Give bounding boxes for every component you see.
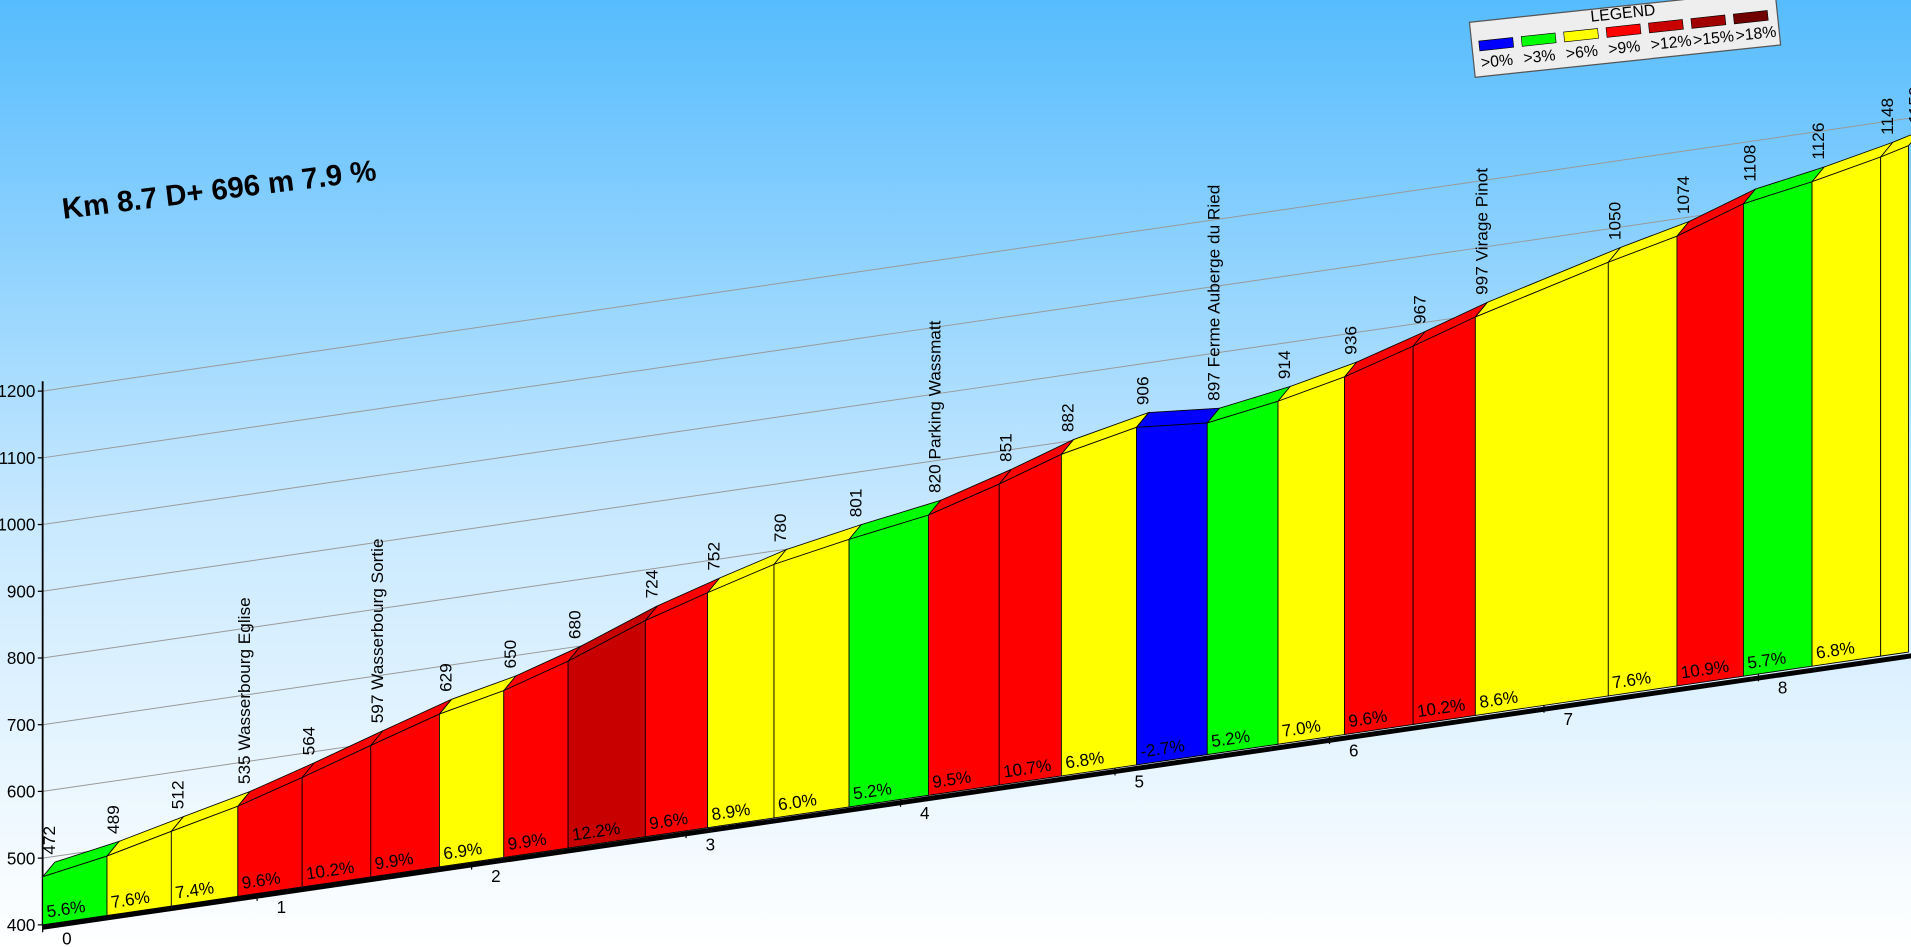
x-tick-label: 5 <box>1135 772 1144 792</box>
segment <box>644 592 708 838</box>
altitude-label: 472 <box>39 826 59 855</box>
altitude-label: 650 <box>500 640 520 669</box>
altitude-label: 1050 <box>1605 202 1625 240</box>
altitude-label: 724 <box>642 569 662 598</box>
altitude-label: 535 Wasserbourg Eglise <box>234 597 254 784</box>
altitude-label: 897 Ferme Auberge du Ried <box>1203 185 1223 401</box>
legend-label: >12% <box>1650 33 1692 54</box>
legend-swatch <box>1520 32 1557 47</box>
legend-label: >18% <box>1735 24 1777 45</box>
y-tick-label: 800 <box>7 648 35 668</box>
altitude-label: 629 <box>436 663 456 692</box>
segment <box>998 453 1062 786</box>
segment <box>1136 422 1208 766</box>
grid-line <box>42 117 1909 392</box>
altitude-label: 851 <box>995 433 1015 462</box>
legend-swatch <box>1478 37 1515 52</box>
segment <box>707 563 775 829</box>
altitude-label: 1074 <box>1673 175 1693 214</box>
segment <box>1607 235 1678 697</box>
legend-swatch <box>1732 10 1769 25</box>
legend-title: LEGEND <box>1590 2 1657 26</box>
altitude-label: 564 <box>298 726 318 755</box>
x-axis <box>42 653 1911 930</box>
y-tick-label: 1200 <box>0 381 35 401</box>
altitude-label: 1108 <box>1740 145 1760 182</box>
legend-swatch <box>1605 23 1642 38</box>
altitude-label: 914 <box>1274 350 1294 379</box>
altitude-label: 1126 <box>1808 123 1828 160</box>
y-tick-label: 700 <box>7 715 35 735</box>
altitude-label: 1148 <box>1877 98 1897 135</box>
segment <box>1060 426 1137 777</box>
legend: LEGEND >0% >3% >6% >9% >12% >15% >18% <box>1468 0 1782 79</box>
y-tick-label: 1000 <box>0 515 35 535</box>
legend-label: >3% <box>1523 47 1557 67</box>
x-tick-label: 8 <box>1778 678 1787 698</box>
segment <box>1344 345 1414 735</box>
x-tick-label: 4 <box>920 803 930 823</box>
altitude-label: 801 <box>845 489 865 518</box>
segment <box>927 483 1000 796</box>
legend-label: >6% <box>1565 43 1599 63</box>
altitude-label: 882 <box>1058 403 1078 432</box>
segment <box>1811 156 1882 667</box>
altitude-label: 780 <box>770 514 790 543</box>
segment <box>503 660 569 858</box>
altitude-label: 597 Wasserbourg Sortie <box>367 538 387 723</box>
altitude-label: 997 Virage Pinot <box>1472 168 1492 295</box>
x-tick-label: 7 <box>1563 709 1572 729</box>
segment <box>848 514 929 808</box>
legend-label: >9% <box>1607 38 1641 58</box>
x-tick-label: 1 <box>277 897 286 917</box>
legend-swatch <box>1563 28 1599 43</box>
altitude-label: 906 <box>1133 376 1153 405</box>
y-tick-label: 500 <box>7 848 35 868</box>
altitude-label: 1159 <box>1905 86 1911 123</box>
legend-label: >15% <box>1692 28 1734 49</box>
legend-label: >0% <box>1480 52 1514 72</box>
legend-swatch <box>1690 14 1727 29</box>
altitude-label: 489 <box>103 805 123 834</box>
y-tick-label: 1100 <box>0 448 35 468</box>
legend-swatch <box>1648 19 1684 34</box>
segment <box>1880 144 1909 657</box>
y-tick-label: 400 <box>7 915 35 935</box>
segment <box>1474 261 1609 716</box>
x-tick-label: 2 <box>491 866 500 886</box>
grid-line <box>42 184 1909 459</box>
segment <box>1277 376 1345 745</box>
altitude-label: 512 <box>168 780 188 809</box>
altitude-label: 680 <box>564 610 584 639</box>
altitude-label: 820 Parking Wassmatt <box>925 320 945 493</box>
altitude-label: 967 <box>1409 295 1429 324</box>
segment <box>773 538 850 819</box>
altitude-label: 936 <box>1341 326 1361 355</box>
segment <box>1742 181 1813 677</box>
x-tick-label: 3 <box>706 834 715 854</box>
segment <box>567 619 646 849</box>
y-tick-label: 900 <box>7 581 35 601</box>
segment <box>1676 203 1744 687</box>
segment <box>1412 316 1476 725</box>
x-tick-label: 6 <box>1349 740 1358 760</box>
altitude-label: 752 <box>704 542 724 571</box>
y-tick-label: 600 <box>7 781 35 801</box>
segment <box>1206 400 1279 756</box>
x-tick-label: 0 <box>62 928 71 947</box>
